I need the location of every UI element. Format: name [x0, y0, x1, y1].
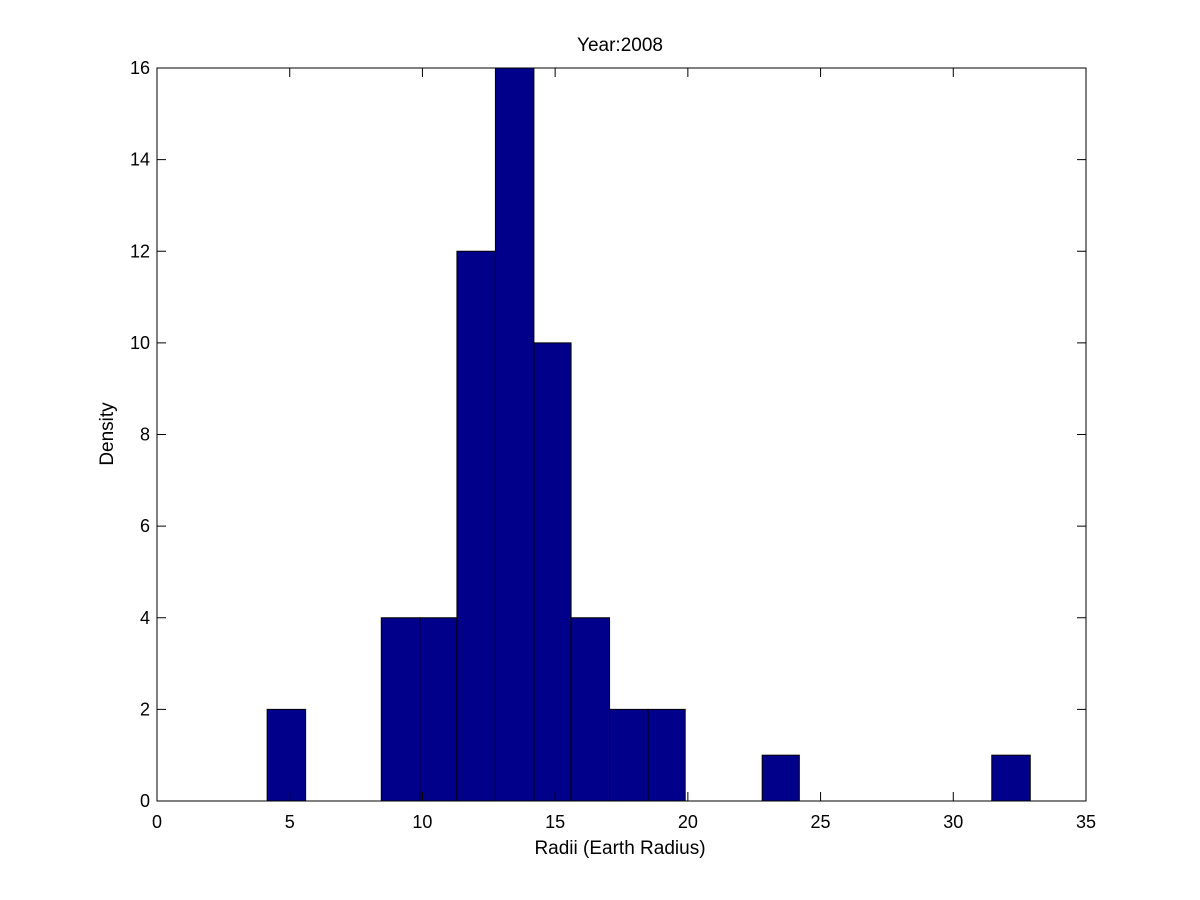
histogram-bar	[419, 617, 458, 802]
histogram-bar	[456, 250, 496, 802]
x-tick-label: 0	[152, 812, 162, 832]
y-tick-label: 2	[140, 699, 150, 719]
y-tick-label: 8	[140, 425, 150, 445]
histogram-bar	[647, 708, 686, 802]
y-tick-label: 16	[130, 58, 150, 78]
y-tick-label: 4	[140, 608, 150, 628]
y-tick-label: 14	[130, 150, 150, 170]
y-tick-label: 10	[130, 333, 150, 353]
x-tick-label: 10	[412, 812, 432, 832]
histogram-bar	[266, 708, 307, 802]
x-tick-label: 25	[811, 812, 831, 832]
x-axis-label: Radii (Earth Radius)	[534, 838, 705, 859]
histogram-bar	[494, 67, 535, 802]
x-tick-label: 20	[678, 812, 698, 832]
y-axis-label: Density	[97, 402, 118, 466]
histogram-bar	[380, 617, 421, 802]
x-tick-label: 35	[1076, 812, 1096, 832]
x-tick-label: 15	[545, 812, 565, 832]
histogram-bar	[991, 754, 1031, 802]
histogram-bar	[609, 708, 649, 802]
y-tick-label: 12	[130, 241, 150, 261]
histogram-bar	[570, 617, 611, 802]
chart-title: Year:2008	[577, 35, 663, 56]
y-tick-label: 0	[140, 791, 150, 811]
y-tick-label: 6	[140, 516, 150, 536]
plot-area: 0 5 10 15 20 25 30 35 0 2 4 6 8 10 12 14 16	[130, 58, 1096, 832]
histogram-bar	[533, 342, 572, 802]
x-tick-label: 5	[285, 812, 295, 832]
x-tick-label: 30	[943, 812, 963, 832]
histogram-bar	[761, 754, 800, 802]
